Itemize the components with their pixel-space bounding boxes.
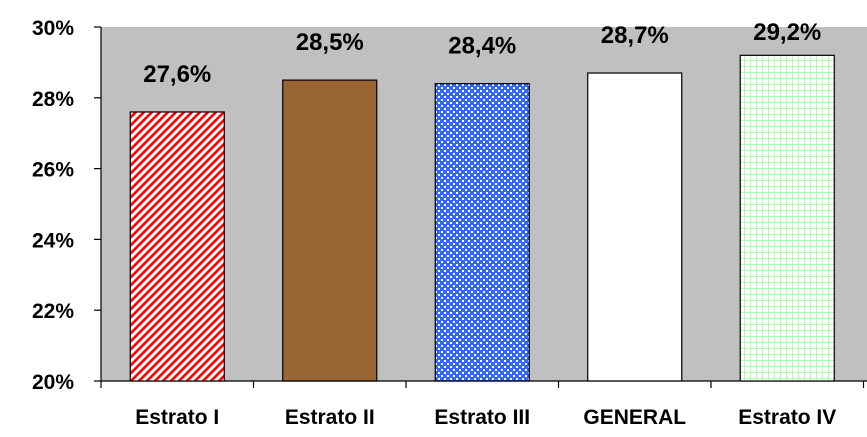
- bar-5: [739, 54, 835, 382]
- y-axis: 20% 22% 24% 26% 28% 30%: [32, 17, 102, 394]
- x-category-label: GENERAL: [583, 406, 686, 429]
- y-tick-label: 26%: [32, 159, 74, 182]
- x-axis: Estrato I Estrato II Estrato III GENERAL Est…: [100, 380, 867, 429]
- y-tick-label: 24%: [32, 229, 74, 252]
- data-label: 28,4%: [448, 33, 516, 60]
- bars: [129, 54, 835, 382]
- x-category-label: Estrato II: [285, 406, 375, 429]
- y-tick-label: 20%: [32, 371, 74, 394]
- data-labels: 27,6% 28,5% 28,4% 28,7% 29,2%: [143, 19, 821, 88]
- bar-3: [434, 83, 530, 382]
- bar-2: [282, 79, 378, 382]
- x-category-label: Estrato I: [135, 406, 219, 429]
- bar-4: [587, 72, 683, 382]
- data-label: 28,7%: [601, 22, 669, 49]
- x-category-label: Estrato IV: [738, 406, 836, 429]
- data-label: 29,2%: [753, 19, 821, 46]
- data-label: 28,5%: [296, 29, 364, 56]
- y-tick-label: 30%: [32, 17, 74, 40]
- x-category-label: Estrato III: [434, 406, 530, 429]
- data-label: 27,6%: [143, 61, 211, 88]
- y-tick-label: 22%: [32, 300, 74, 323]
- bar-1: [129, 111, 225, 382]
- y-tick-label: 28%: [32, 88, 74, 111]
